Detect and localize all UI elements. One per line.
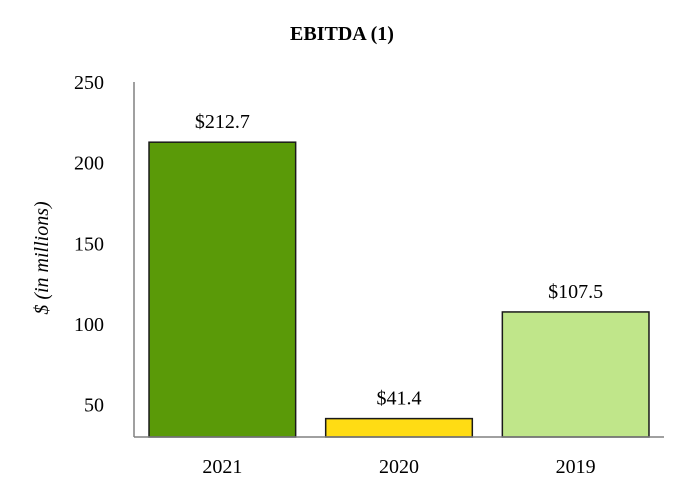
bar-2021 <box>148 141 297 438</box>
y-tick-label: 200 <box>74 153 104 175</box>
y-tick-label: 100 <box>74 314 104 336</box>
bar-2019 <box>501 311 650 438</box>
y-axis-ticks: 50 100 150 200 250 <box>74 72 104 417</box>
category-labels: 2021 2020 2019 <box>202 456 595 478</box>
bars <box>148 141 650 438</box>
category-label-2021: 2021 <box>202 456 242 478</box>
data-labels: $212.7 $41.4 $107.5 <box>195 111 603 409</box>
y-tick-label: 250 <box>74 72 104 94</box>
bar-2020 <box>324 417 474 438</box>
chart-title: EBITDA (1) <box>290 23 394 45</box>
y-tick-label: 150 <box>74 233 104 255</box>
data-label-2020: $41.4 <box>377 388 422 410</box>
y-tick-label: 50 <box>84 395 104 417</box>
y-axis-label: $ (in millions) <box>31 201 53 315</box>
data-label-2021: $212.7 <box>195 111 250 133</box>
data-label-2019: $107.5 <box>548 281 603 303</box>
category-label-2020: 2020 <box>379 456 419 478</box>
category-label-2019: 2019 <box>556 456 596 478</box>
